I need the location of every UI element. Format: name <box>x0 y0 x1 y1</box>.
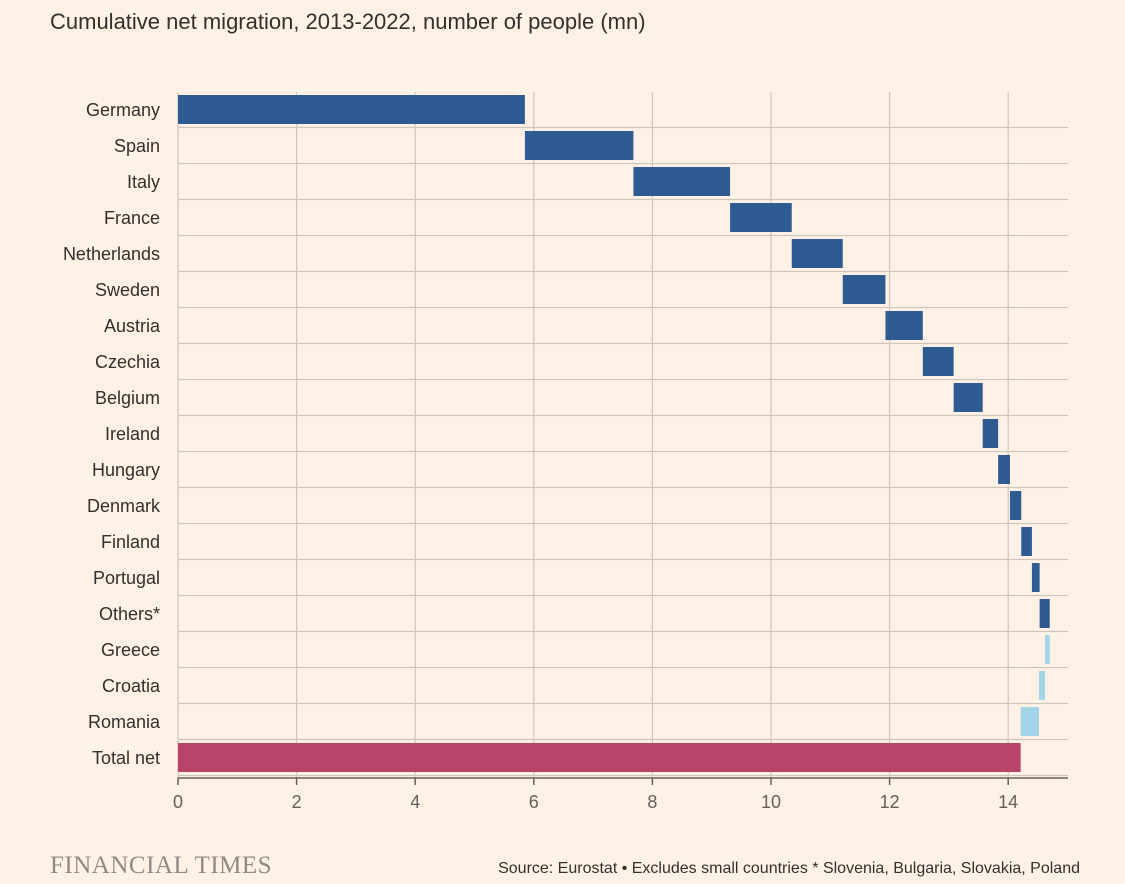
category-label: Denmark <box>87 496 161 516</box>
bar-total-net <box>178 743 1021 772</box>
bar-layer <box>178 95 1050 772</box>
category-label: Greece <box>101 640 160 660</box>
bar-greece <box>1044 635 1050 664</box>
bar-sweden <box>842 275 886 304</box>
bar-denmark <box>1009 491 1022 520</box>
x-tick-label: 8 <box>647 792 657 812</box>
bar-croatia <box>1039 671 1045 700</box>
axis-layer: Germany Spain Italy France Netherlands Sweden… <box>63 100 1068 812</box>
x-tick-label: 0 <box>173 792 183 812</box>
bar-romania <box>1020 707 1040 736</box>
category-label: Germany <box>86 100 160 120</box>
category-label: Belgium <box>95 388 160 408</box>
grid-layer <box>177 92 1068 778</box>
category-label: Czechia <box>95 352 161 372</box>
category-label: Italy <box>127 172 160 192</box>
x-tick-label: 4 <box>410 792 420 812</box>
category-label: Ireland <box>105 424 160 444</box>
bar-others <box>1039 599 1050 628</box>
category-label: Hungary <box>92 460 160 480</box>
bar-austria <box>885 311 923 340</box>
bar-hungary <box>998 455 1010 484</box>
bar-germany <box>178 95 525 124</box>
category-label: Others* <box>99 604 160 624</box>
x-tick-label: 10 <box>761 792 781 812</box>
bar-belgium <box>953 383 983 412</box>
chart-title: Cumulative net migration, 2013-2022, num… <box>50 9 646 34</box>
category-label: Croatia <box>102 676 161 696</box>
category-label: Total net <box>92 748 160 768</box>
category-label: Austria <box>104 316 161 336</box>
category-label: France <box>104 208 160 228</box>
category-label: Finland <box>101 532 160 552</box>
x-tick-label: 6 <box>529 792 539 812</box>
category-label: Romania <box>88 712 161 732</box>
bar-spain <box>524 131 634 160</box>
source-note: Source: Eurostat • Excludes small countr… <box>498 860 1080 877</box>
x-tick-label: 12 <box>880 792 900 812</box>
bar-france <box>730 203 792 232</box>
bar-netherlands <box>791 239 843 268</box>
bar-ireland <box>982 419 999 448</box>
bar-czechia <box>922 347 954 376</box>
category-label: Portugal <box>93 568 160 588</box>
bar-finland <box>1021 527 1032 556</box>
bar-portugal <box>1031 563 1040 592</box>
x-tick-label: 2 <box>292 792 302 812</box>
category-label: Netherlands <box>63 244 160 264</box>
bar-italy <box>633 167 731 196</box>
ft-logo: FINANCIAL TIMES <box>50 852 273 879</box>
category-label: Spain <box>114 136 160 156</box>
x-tick-label: 14 <box>998 792 1018 812</box>
category-label: Sweden <box>95 280 160 300</box>
